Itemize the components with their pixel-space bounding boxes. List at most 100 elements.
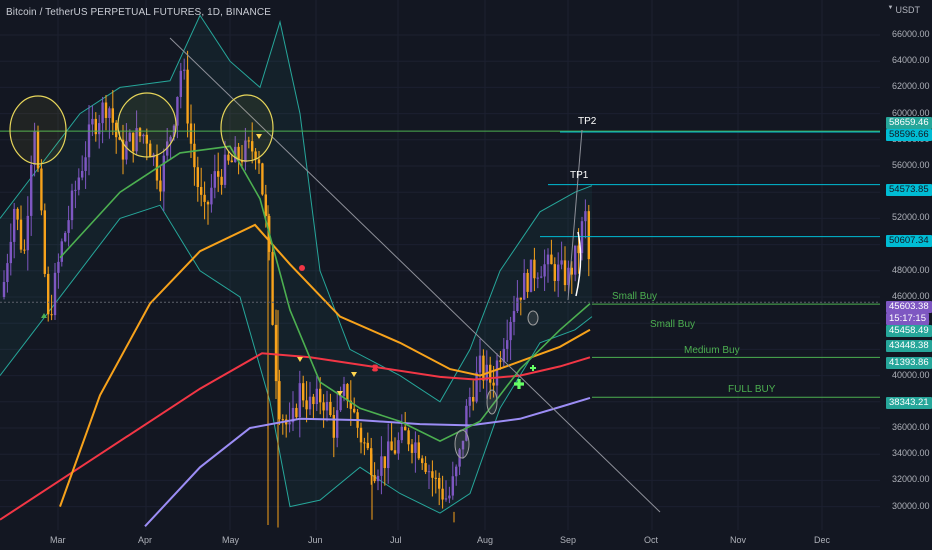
candle-body: [254, 151, 257, 160]
candle-body: [271, 251, 274, 325]
band-fill: [0, 15, 592, 514]
price-tick-label: 36000.00: [892, 422, 930, 432]
candle-body: [159, 180, 162, 192]
highlight-circle: [220, 94, 274, 162]
candle-body: [516, 297, 519, 312]
ma-orange: [59, 223, 591, 507]
price-tick-label: 64000.00: [892, 55, 930, 66]
tp2-label: TP2: [578, 116, 597, 127]
highlight-circle-small: [527, 310, 539, 326]
candle-body: [2, 281, 6, 297]
candle-body: [363, 442, 366, 444]
candle-body: [492, 382, 495, 386]
time-tick-label: Oct: [644, 535, 659, 545]
candle-body: [557, 264, 560, 281]
candle-body: [274, 324, 278, 382]
highlight-circle-small: [454, 429, 470, 459]
price-tick-label: 60000.00: [892, 107, 930, 118]
tp2-level-top-tag: 58659.46: [886, 117, 932, 129]
candle-body: [509, 321, 512, 341]
candle-body: [373, 475, 376, 482]
candle-body: [383, 456, 386, 469]
candle-body: [580, 221, 584, 254]
projection-line: [567, 129, 583, 301]
up-triangle-icon: [41, 313, 47, 318]
candle-body: [189, 123, 193, 144]
candle-body: [53, 272, 57, 316]
candle-body: [206, 201, 210, 205]
small-buy-2-level-tag: 45458.49: [886, 325, 932, 337]
candle-body: [101, 102, 104, 124]
candle-body: [434, 477, 437, 479]
candle-body: [30, 164, 33, 216]
candle-body: [128, 132, 131, 142]
down-triangle-icon: [351, 372, 357, 377]
candle-body: [81, 170, 84, 178]
candle-body: [407, 430, 410, 445]
candle-body: [472, 396, 475, 402]
candle-body: [291, 407, 295, 423]
candle-body: [288, 422, 291, 425]
candle-body: [40, 168, 43, 211]
time-tick-label: Dec: [814, 535, 831, 545]
candle-body: [339, 395, 342, 411]
candle-body: [329, 401, 332, 415]
candle-body: [332, 414, 335, 438]
candle-body: [536, 277, 539, 279]
down-triangle-icon: [337, 391, 343, 396]
price-tick-label: 30000.00: [892, 500, 930, 511]
candle-body: [366, 442, 369, 449]
candle-body: [414, 442, 417, 453]
candle-body: [567, 267, 570, 286]
candle-body: [227, 154, 230, 161]
candle-body: [404, 426, 407, 431]
candle-body: [217, 171, 220, 177]
band-upper: [0, 14, 593, 403]
time-tick-label: Sep: [560, 535, 577, 545]
candle-body: [526, 272, 529, 292]
candle-body: [87, 124, 91, 158]
price-tick-label: 46000.00: [892, 291, 930, 301]
candle-body: [43, 210, 46, 274]
candle-body: [574, 245, 577, 275]
candle-body: [342, 384, 346, 396]
candle-body: [261, 163, 264, 195]
candle-body: [550, 254, 553, 265]
time-tick-label: Nov: [730, 535, 747, 545]
resistance-level-tag: 50607.34: [886, 235, 932, 247]
price-tick-label: 40000.00: [892, 369, 930, 380]
candle-body: [135, 128, 138, 152]
candle-body: [421, 458, 424, 464]
candle-body: [461, 440, 465, 450]
currency-label: USDT: [895, 5, 921, 15]
candle-body: [36, 131, 40, 169]
candle-body: [108, 108, 111, 118]
candlestick-series: [2, 50, 590, 528]
candle-body: [499, 360, 502, 362]
last-price-tag: 45603.38: [886, 301, 932, 313]
candle-body: [115, 122, 118, 138]
plus-icon: [514, 379, 524, 389]
chart-title: Bitcoin / TetherUS PERPETUAL FUTURES, 1D…: [6, 7, 271, 18]
down-triangle-icon: [297, 357, 303, 362]
candle-body: [104, 102, 108, 118]
medium-buy-label: Medium Buy: [684, 345, 740, 356]
candle-body: [336, 410, 339, 438]
candle-body: [251, 141, 254, 152]
candle-body: [60, 241, 63, 262]
candle-body: [125, 141, 128, 160]
candle-body: [387, 441, 390, 469]
candle-body: [244, 140, 247, 163]
candle-body: [176, 96, 179, 126]
candle-body: [240, 160, 244, 163]
candle-body: [502, 348, 505, 362]
candle-body: [213, 171, 216, 188]
currency-selector[interactable]: ▼ USDT: [888, 5, 920, 15]
candle-body: [458, 449, 461, 467]
candle-body: [390, 441, 393, 451]
candle-body: [512, 311, 516, 322]
candle-body: [19, 219, 23, 250]
candle-body: [325, 401, 329, 411]
candle-body: [257, 159, 261, 164]
